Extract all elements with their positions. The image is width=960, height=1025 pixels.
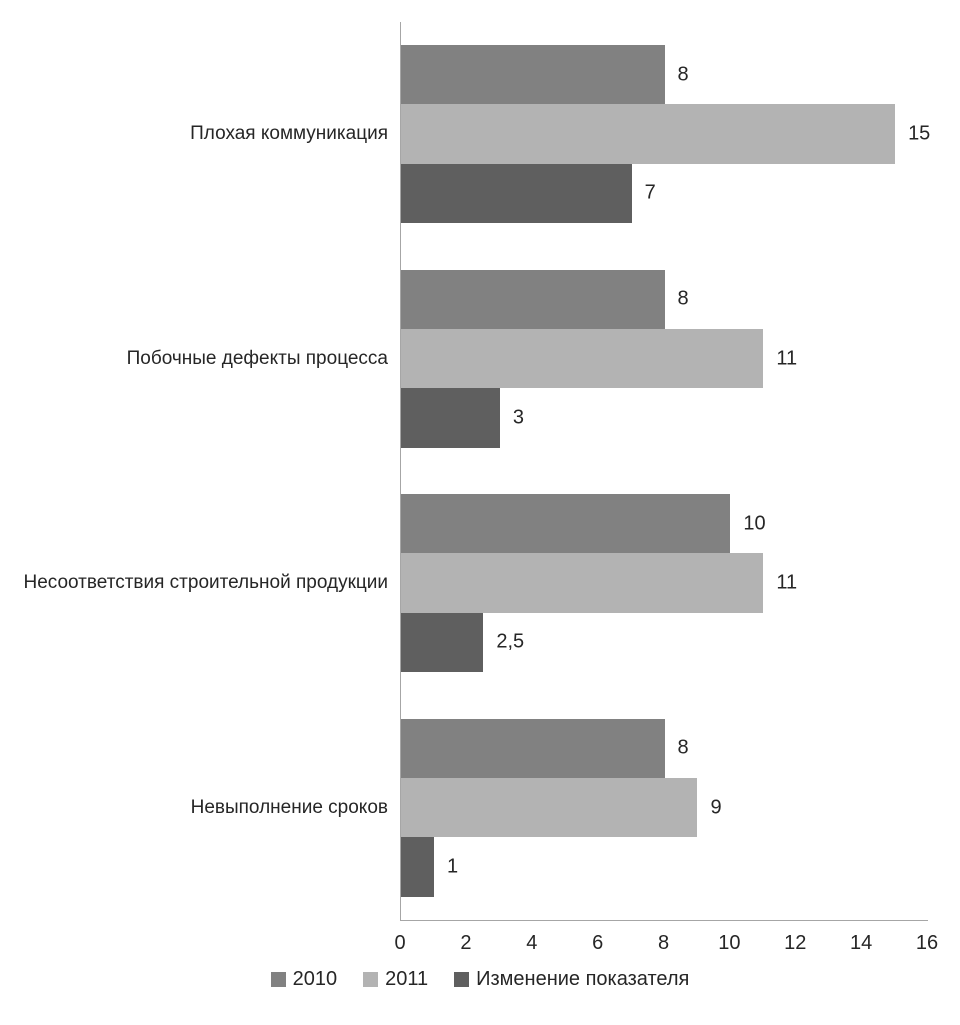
bar-group: 8 11 3 bbox=[401, 247, 928, 472]
x-tick-label: 2 bbox=[460, 932, 472, 954]
legend: 2010 2011 Изменение показателя bbox=[0, 968, 960, 991]
bar-value-label: 7 bbox=[644, 181, 656, 204]
bar-2010: 10 bbox=[401, 494, 766, 554]
bar-value-label: 8 bbox=[677, 736, 689, 759]
bar-group: 8 9 1 bbox=[401, 696, 928, 921]
legend-item-2011: 2011 bbox=[363, 968, 428, 991]
x-tick-label: 8 bbox=[657, 932, 670, 954]
x-tick-label: 4 bbox=[526, 932, 538, 954]
category-label: Побочные дефекты процесса bbox=[126, 347, 388, 369]
bar-2011: 15 bbox=[401, 104, 930, 164]
bar-изменение-показателя: 1 bbox=[401, 837, 458, 897]
bar-value-label: 15 bbox=[908, 122, 931, 145]
legend-label: Изменение показателя bbox=[476, 968, 690, 990]
bar-value-label: 3 bbox=[512, 406, 524, 429]
bar-value-label: 10 bbox=[743, 512, 766, 535]
bar-value-label: 9 bbox=[710, 796, 722, 819]
category-label: Невыполнение сроков bbox=[190, 796, 388, 818]
bar-изменение-показателя: 3 bbox=[401, 388, 524, 448]
bar-value-label: 8 bbox=[677, 287, 689, 310]
bar-value-label: 11 bbox=[776, 571, 798, 594]
x-tick-label: 0 bbox=[394, 932, 406, 954]
x-tick-label: 6 bbox=[592, 932, 604, 954]
category-label: Плохая коммуникация bbox=[190, 123, 388, 145]
legend-item-изменение-показателя: Изменение показателя bbox=[454, 968, 689, 991]
category-axis: Плохая коммуникация Побочные дефекты проц… bbox=[0, 22, 388, 920]
bar-2011: 11 bbox=[401, 328, 797, 389]
bar-2010: 8 bbox=[401, 718, 689, 778]
category-label: Несоответствия строительной продукции bbox=[23, 572, 388, 594]
bar-value-label: 8 bbox=[677, 63, 689, 86]
bar-2010: 8 bbox=[401, 45, 689, 105]
legend-label: 2011 bbox=[385, 968, 429, 990]
legend-swatch-icon bbox=[454, 972, 470, 987]
plot-area: 8 15 7 8 11 3 10 11 2,5 8 9 1 bbox=[400, 22, 930, 921]
bar-value-label: 1 bbox=[446, 855, 459, 878]
bar-2011: 9 bbox=[401, 777, 722, 838]
x-tick-label: 14 bbox=[850, 932, 873, 954]
legend-swatch-icon bbox=[363, 972, 379, 987]
x-tick-label: 16 bbox=[915, 932, 939, 954]
bar-2010: 8 bbox=[401, 269, 689, 329]
bar-изменение-показателя: 2,5 bbox=[401, 612, 524, 673]
bar-value-label: 2,5 bbox=[496, 630, 525, 653]
x-axis-ticks: 0 2 4 6 8 10 12 14 16 bbox=[394, 932, 938, 956]
bar-изменение-показателя: 7 bbox=[401, 163, 656, 224]
x-tick-label: 10 bbox=[718, 932, 741, 954]
bar-2011: 11 bbox=[401, 553, 797, 613]
legend-label: 2010 bbox=[292, 968, 338, 990]
bar-value-label: 11 bbox=[776, 347, 798, 370]
legend-item-2010: 2010 bbox=[270, 968, 338, 991]
bar-group: 10 11 2,5 bbox=[401, 471, 928, 696]
x-tick-label: 12 bbox=[784, 932, 807, 954]
bar-group: 8 15 7 bbox=[401, 22, 930, 247]
legend-swatch-icon bbox=[270, 972, 286, 987]
